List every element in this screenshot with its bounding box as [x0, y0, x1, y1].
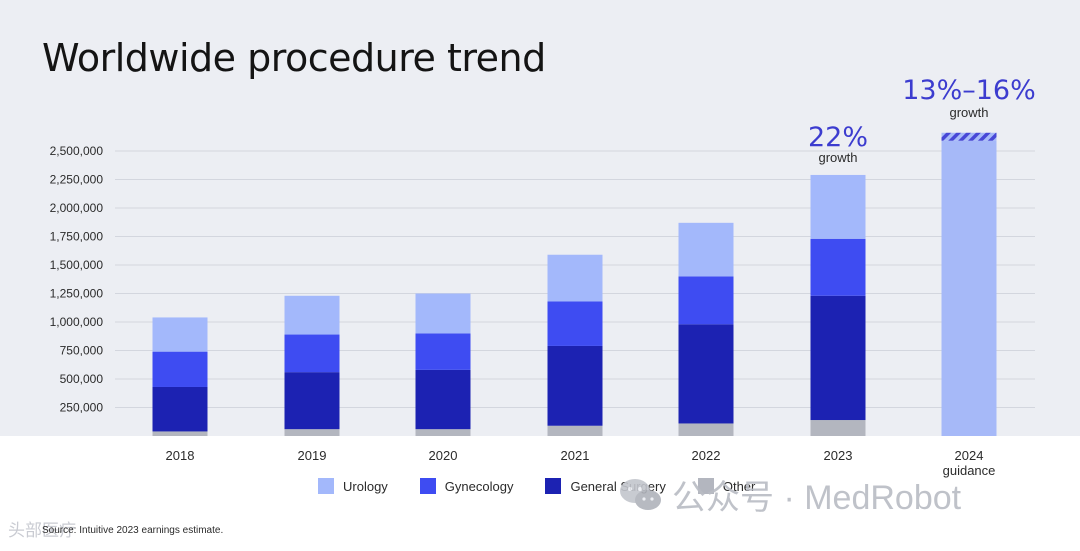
bar-general-surgery-2019 [284, 372, 340, 430]
bar-gynecology-2018 [152, 351, 208, 387]
bar-urology-2023 [810, 174, 866, 239]
y-tick-label: 2,250,000 [50, 173, 104, 187]
bar-other-2019 [284, 429, 340, 436]
legend-label-other: Other [722, 478, 756, 494]
x-tick-label: 2019 [298, 448, 327, 463]
bar-gynecology-2022 [678, 276, 734, 325]
guidance-percent-label: 13%–16% [902, 75, 1036, 106]
bar-urology-2018 [152, 317, 208, 352]
bar-urology-2019 [284, 295, 340, 335]
y-tick-label: 2,000,000 [50, 201, 104, 215]
bar-gynecology-2021 [547, 301, 603, 346]
legend-swatch-general-surgery [545, 478, 562, 494]
y-tick-label: 1,000,000 [50, 315, 104, 329]
bar-general-surgery-2023 [810, 295, 866, 421]
y-tick-label: 500,000 [60, 372, 104, 386]
bar-other-2021 [547, 425, 603, 436]
legend-item-other: Other [697, 478, 756, 494]
legend-label-urology: Urology [343, 478, 388, 494]
wechat-icon [620, 478, 661, 510]
bar-guidance-range-2024 [941, 132, 997, 141]
bar-urology-2021 [547, 254, 603, 302]
y-tick-label: 1,250,000 [50, 287, 104, 301]
bar-urology-2020 [415, 293, 471, 334]
y-tick-label: 1,500,000 [50, 258, 104, 272]
bar-gynecology-2023 [810, 238, 866, 296]
y-tick-label: 250,000 [60, 401, 104, 415]
bar-other-2023 [810, 420, 866, 436]
bars [152, 132, 997, 437]
watermark-text: 公众号 · MedRobot [672, 479, 962, 517]
y-axis: 250,000 500,000 750,000 1,000,000 1,250,000 1… [50, 144, 104, 415]
legend-swatch-other [697, 478, 714, 494]
bar-other-2022 [678, 423, 734, 436]
y-tick-label: 750,000 [60, 344, 104, 358]
guidance-sublabel: growth [949, 105, 988, 120]
bar-gynecology-2019 [284, 334, 340, 373]
growth-sublabel: growth [818, 150, 857, 165]
x-tick-label: 2020 [429, 448, 458, 463]
bar-other-2018 [152, 431, 208, 436]
x-tick-label: 2022 [692, 448, 721, 463]
legend-swatch-urology [318, 478, 334, 494]
x-tick-label: 2023 [824, 448, 853, 463]
legend-label-gynecology: Gynecology [444, 478, 514, 494]
legend-item-gynecology: Gynecology [419, 478, 514, 494]
legend-item-urology: Urology [318, 478, 388, 494]
bar-urology-2022 [678, 222, 734, 277]
legend: Urology Gynecology General Surgery Other [318, 478, 787, 494]
bar-guidance-2024 [941, 140, 997, 437]
corner-watermark: 头部医疗 [8, 521, 76, 540]
watermark: 公众号 · MedRobot [618, 470, 961, 519]
x-tick-label: 2018 [166, 448, 195, 463]
legend-swatch-gynecology [419, 478, 436, 494]
x-tick-label: 2024 [955, 448, 984, 463]
bar-general-surgery-2018 [152, 386, 208, 432]
bar-general-surgery-2022 [678, 324, 734, 424]
y-tick-label: 1,750,000 [50, 230, 104, 244]
bar-general-surgery-2021 [547, 345, 603, 426]
page-title: Worldwide procedure trend [42, 36, 546, 80]
bar-other-2020 [415, 429, 471, 436]
y-tick-label: 2,500,000 [50, 144, 104, 158]
bar-gynecology-2020 [415, 333, 471, 370]
x-tick-label: 2021 [561, 448, 590, 463]
x-tick-sublabel: guidance [943, 463, 996, 478]
growth-percent-label: 22% [808, 122, 868, 153]
bar-general-surgery-2020 [415, 369, 471, 430]
footnote: Source: Intuitive 2023 earnings estimate… [42, 525, 224, 536]
